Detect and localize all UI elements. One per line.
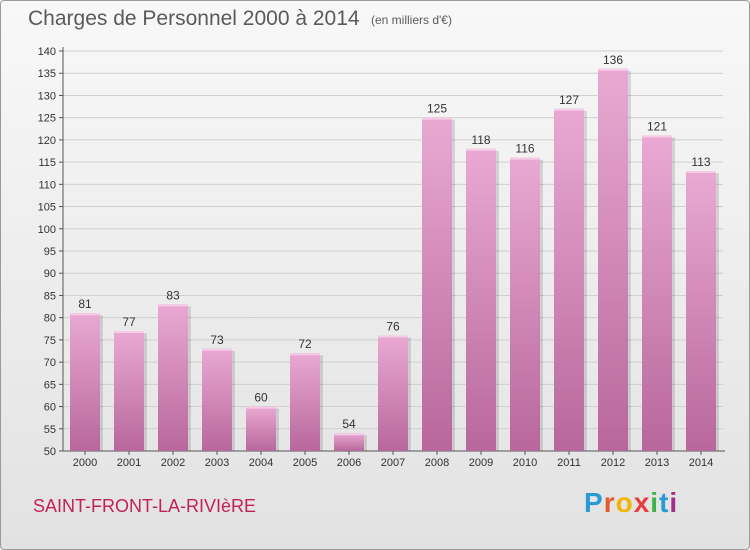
x-tick-label: 2009 <box>469 457 493 469</box>
y-tick-label: 100 <box>38 224 56 236</box>
bar-highlight <box>422 117 452 120</box>
data-label: 81 <box>78 297 92 311</box>
x-tick-label: 2004 <box>249 457 273 469</box>
bar <box>334 433 364 451</box>
brand-logo: Proxiti <box>584 487 678 519</box>
y-tick-label: 80 <box>44 313 56 325</box>
data-label: 127 <box>559 93 579 107</box>
data-label: 73 <box>210 333 224 347</box>
y-tick-label: 120 <box>38 135 56 147</box>
y-tick-label: 130 <box>38 90 56 102</box>
bar <box>70 313 100 451</box>
data-label: 77 <box>122 315 136 329</box>
x-tick-label: 2000 <box>73 457 97 469</box>
bar <box>554 108 584 452</box>
y-tick-label: 90 <box>44 268 56 280</box>
x-tick-label: 2011 <box>557 457 581 469</box>
bar-highlight <box>686 171 716 173</box>
y-tick-label: 125 <box>38 113 56 125</box>
y-tick-label: 70 <box>44 357 56 369</box>
bar <box>422 117 452 452</box>
data-label: 113 <box>691 155 710 169</box>
bar-highlight <box>334 433 364 436</box>
bar-highlight <box>642 135 672 138</box>
bar-highlight <box>510 157 540 160</box>
bar <box>598 68 628 452</box>
x-tick-label: 2012 <box>601 457 625 469</box>
bar <box>114 331 144 451</box>
y-tick-label: 135 <box>38 68 56 80</box>
bar <box>378 335 408 451</box>
bars <box>70 68 719 452</box>
bar <box>510 157 540 451</box>
bar-highlight <box>378 335 408 338</box>
bar-highlight <box>466 148 496 151</box>
brand-letter: i <box>650 487 660 518</box>
bar-highlight <box>114 331 144 333</box>
y-tick-label: 105 <box>38 202 56 214</box>
labels: 50 55 60 65 70 75 80 85 90 95 100 105 110 115 120 125 13… <box>38 46 714 469</box>
x-tick-label: 2005 <box>293 457 317 469</box>
data-label: 118 <box>471 133 490 147</box>
bar-highlight <box>246 406 276 409</box>
brand-letter: P <box>584 487 604 518</box>
y-tick-label: 75 <box>44 335 56 347</box>
x-tick-label: 2003 <box>205 457 229 469</box>
brand-letter: t <box>659 487 670 518</box>
bar <box>290 353 320 451</box>
y-tick-label: 50 <box>44 446 56 458</box>
data-label: 121 <box>647 119 667 133</box>
bar-highlight <box>554 108 584 111</box>
data-label: 54 <box>342 417 356 431</box>
data-label: 125 <box>427 102 447 116</box>
brand-letter: x <box>633 487 651 518</box>
x-tick-label: 2010 <box>513 457 537 469</box>
y-tick-label: 85 <box>44 290 56 302</box>
bar <box>642 135 672 451</box>
chart-subtitle: (en milliers d'€) <box>371 13 452 27</box>
x-tick-label: 2002 <box>161 457 185 469</box>
data-label: 116 <box>515 142 534 156</box>
y-tick-label: 60 <box>44 402 56 414</box>
x-tick-label: 2013 <box>645 457 669 469</box>
bar <box>202 348 232 451</box>
data-label: 60 <box>254 391 268 405</box>
bar-highlight <box>202 348 232 351</box>
y-tick-label: 140 <box>38 46 56 58</box>
bar-highlight <box>290 353 320 356</box>
data-label: 76 <box>386 319 400 333</box>
brand-letter: i <box>669 487 679 518</box>
x-tick-label: 2007 <box>381 457 405 469</box>
commune-name: SAINT-FRONT-LA-RIVIèRE <box>33 496 257 516</box>
bar <box>158 304 188 451</box>
y-tick-label: 110 <box>38 179 56 191</box>
y-tick-label: 115 <box>38 157 56 169</box>
bar <box>686 171 716 451</box>
bar <box>466 148 496 451</box>
y-tick-label: 65 <box>44 379 56 391</box>
data-label: 72 <box>298 337 312 351</box>
bar-highlight <box>158 304 188 307</box>
y-tick-label: 95 <box>44 246 56 258</box>
bar <box>246 406 276 451</box>
x-tick-label: 2001 <box>117 457 141 469</box>
data-label: 136 <box>603 53 623 67</box>
chart-title: Charges de Personnel 2000 à 2014 <box>28 7 360 30</box>
brand-letter: r <box>603 487 616 518</box>
brand-letter: o <box>615 487 634 518</box>
x-tick-label: 2006 <box>337 457 361 469</box>
bar-highlight <box>70 313 100 316</box>
y-tick-label: 55 <box>44 424 56 436</box>
data-label: 83 <box>166 288 180 302</box>
x-tick-label: 2014 <box>689 457 713 469</box>
x-tick-label: 2008 <box>425 457 449 469</box>
bar-highlight <box>598 68 628 71</box>
